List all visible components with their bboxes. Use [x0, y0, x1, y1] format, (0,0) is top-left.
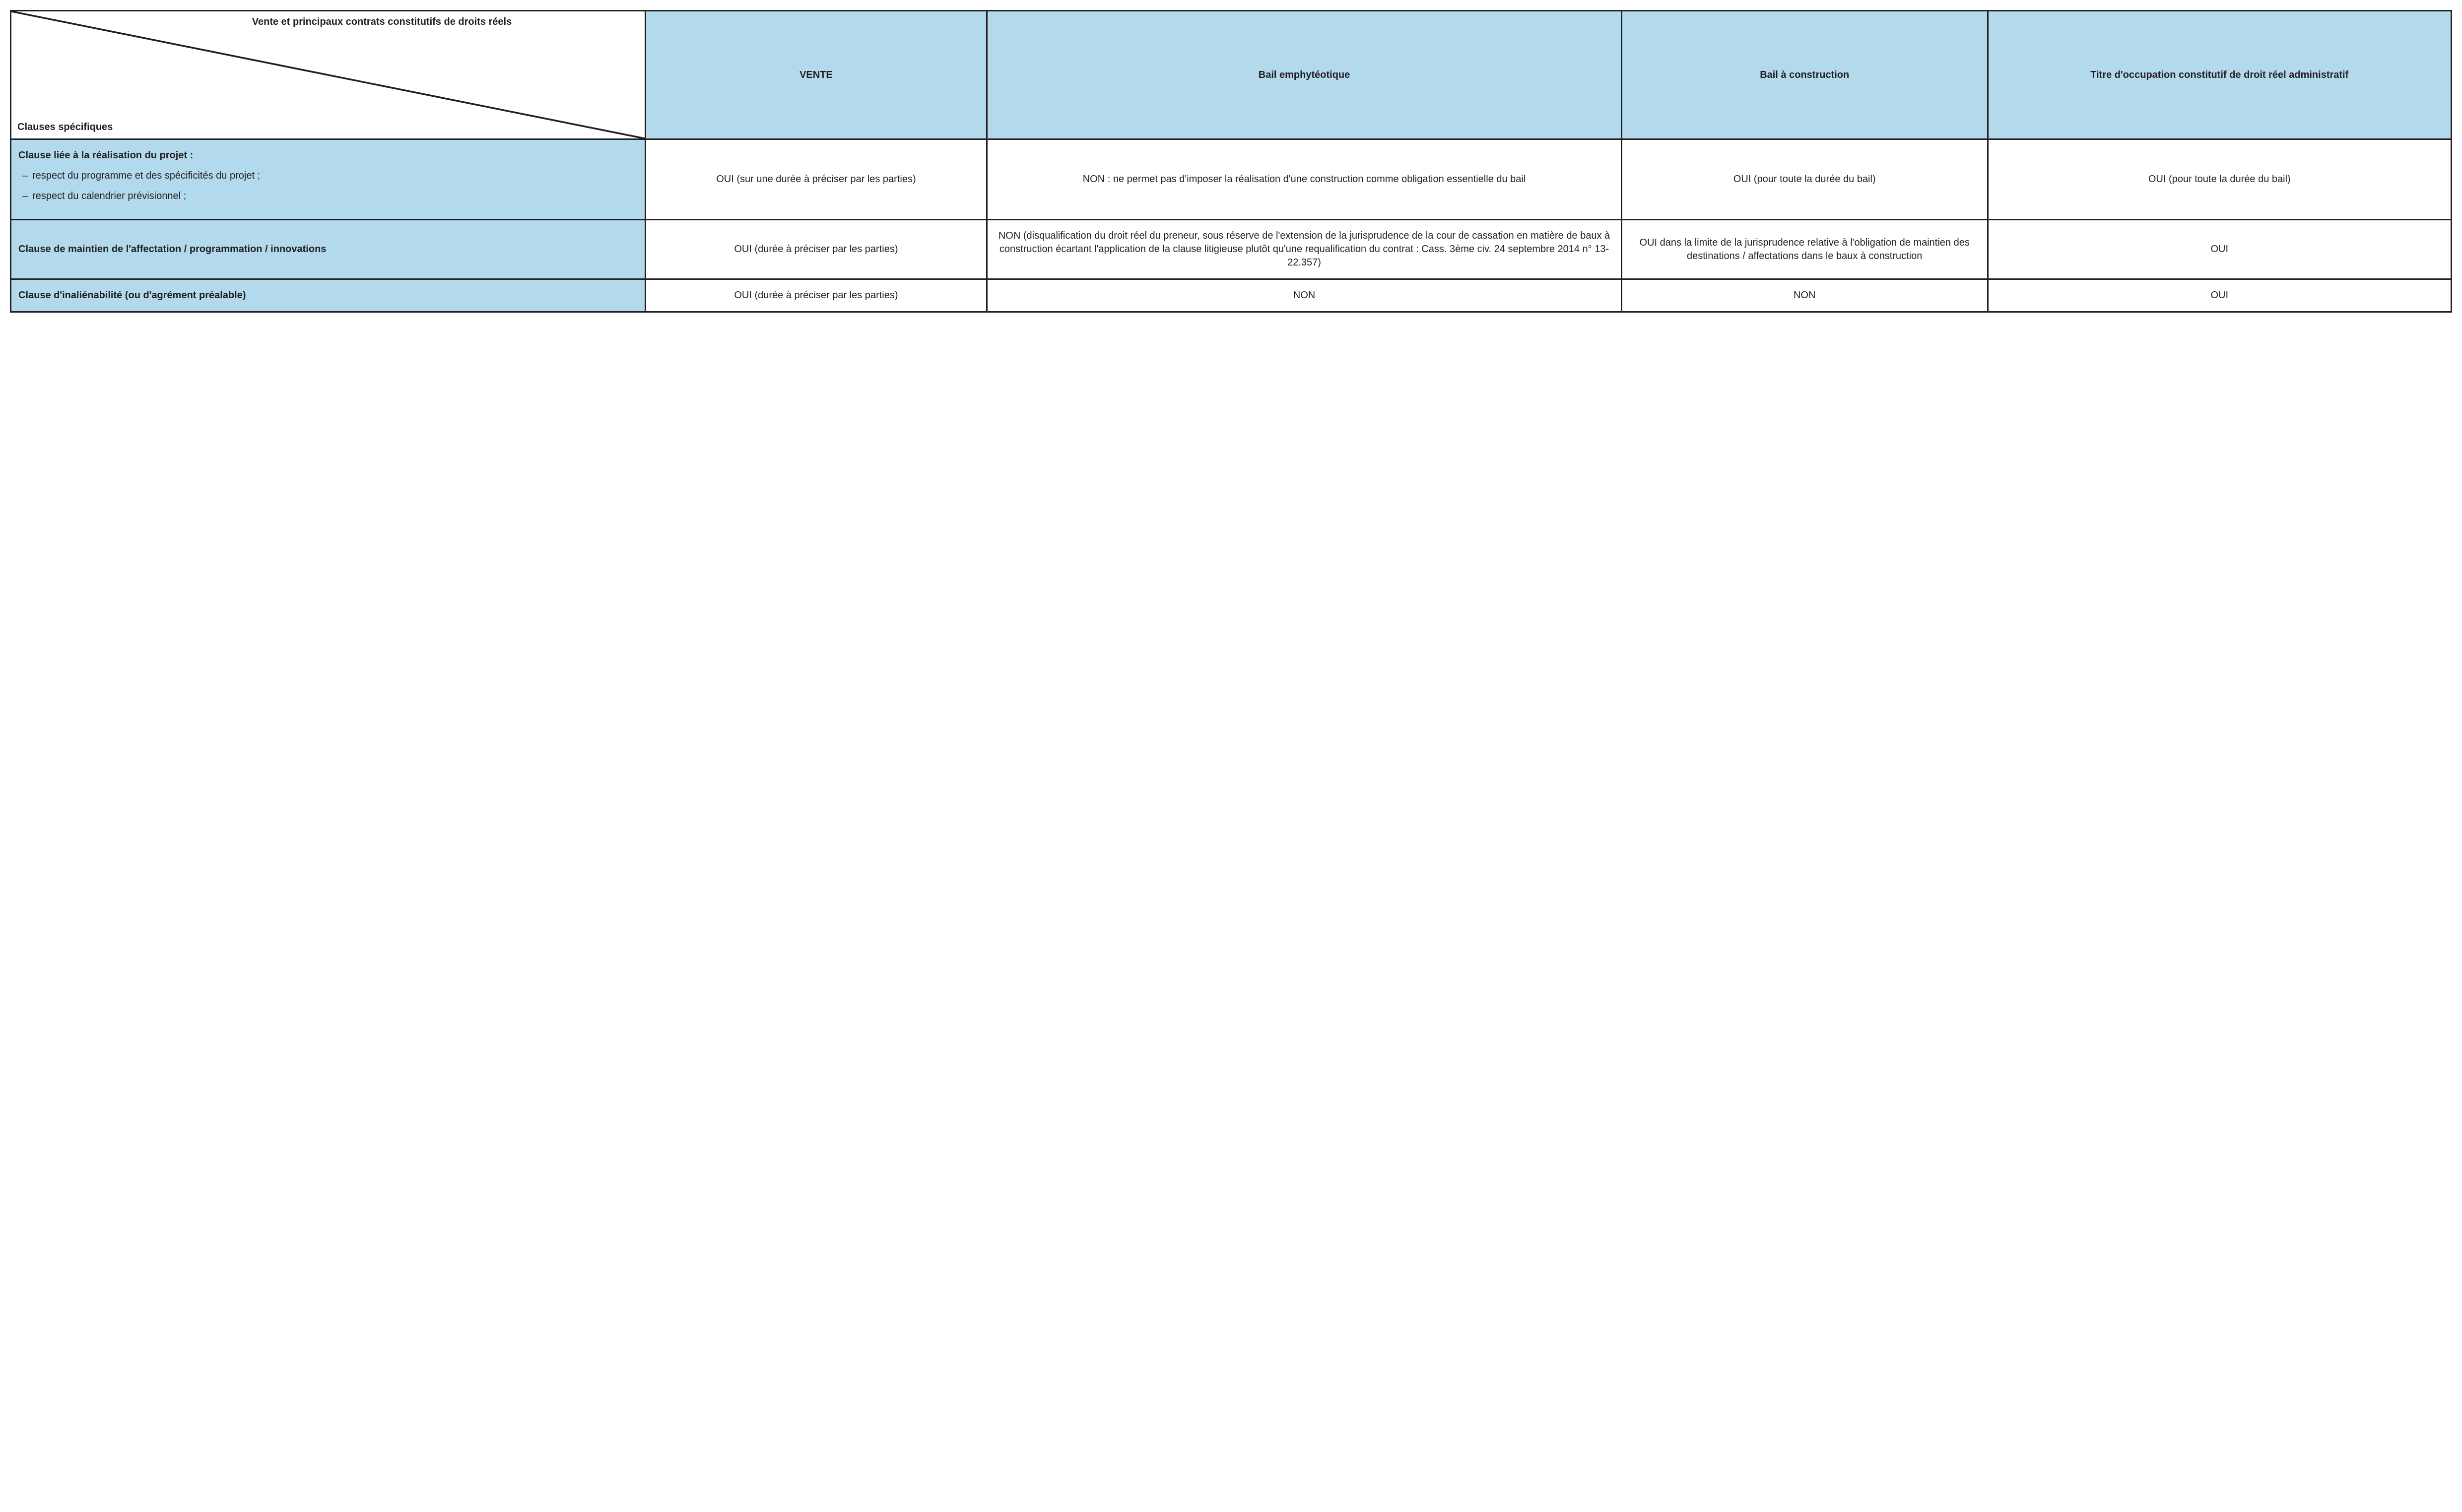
diagonal-line [11, 11, 645, 138]
cell-value: NON (disqualification du droit réel du p… [987, 220, 1622, 279]
row-header-clause-maintien: Clause de maintien de l'affectation / pr… [11, 220, 646, 279]
row-header-bullets: respect du programme et des spécificités… [18, 169, 638, 203]
comparison-table: Vente et principaux contrats constitutif… [10, 10, 2452, 313]
cell-value: OUI [1988, 220, 2451, 279]
table-row: Clause liée à la réalisation du projet :… [11, 139, 2452, 220]
row-header-title: Clause liée à la réalisation du projet : [18, 150, 193, 161]
cell-value: OUI (sur une durée à préciser par les pa… [645, 139, 987, 220]
col-header-bail-construction: Bail à construction [1621, 11, 1988, 139]
cell-value: NON [987, 279, 1622, 312]
row-header-bullet: respect du programme et des spécificités… [32, 169, 638, 183]
diagonal-bottom-label: Clauses spécifiques [17, 121, 113, 133]
table-row: Clause d'inaliénabilité (ou d'agrément p… [11, 279, 2452, 312]
cell-value: OUI (pour toute la durée du bail) [1621, 139, 1988, 220]
row-header-clause-realisation: Clause liée à la réalisation du projet :… [11, 139, 646, 220]
table-row: Clause de maintien de l'affectation / pr… [11, 220, 2452, 279]
cell-value: NON [1621, 279, 1988, 312]
cell-value: OUI [1988, 279, 2451, 312]
diagonal-header-cell: Vente et principaux contrats constitutif… [11, 11, 646, 139]
cell-value: OUI (durée à préciser par les parties) [645, 279, 987, 312]
col-header-bail-emphyteotique: Bail emphytéotique [987, 11, 1622, 139]
cell-value: OUI dans la limite de la jurisprudence r… [1621, 220, 1988, 279]
cell-value: OUI (durée à préciser par les parties) [645, 220, 987, 279]
cell-value: OUI (pour toute la durée du bail) [1988, 139, 2451, 220]
cell-value: NON : ne permet pas d'imposer la réalisa… [987, 139, 1622, 220]
col-header-vente: VENTE [645, 11, 987, 139]
col-header-titre-occupation: Titre d'occupation constitutif de droit … [1988, 11, 2451, 139]
row-header-title: Clause d'inaliénabilité (ou d'agrément p… [18, 290, 246, 301]
row-header-clause-inalienabilite: Clause d'inaliénabilité (ou d'agrément p… [11, 279, 646, 312]
row-header-bullet: respect du calendrier prévisionnel ; [32, 190, 638, 203]
diagonal-top-label: Vente et principaux contrats constitutif… [252, 15, 639, 28]
table-header-row: Vente et principaux contrats constitutif… [11, 11, 2452, 139]
row-header-title: Clause de maintien de l'affectation / pr… [18, 244, 326, 255]
